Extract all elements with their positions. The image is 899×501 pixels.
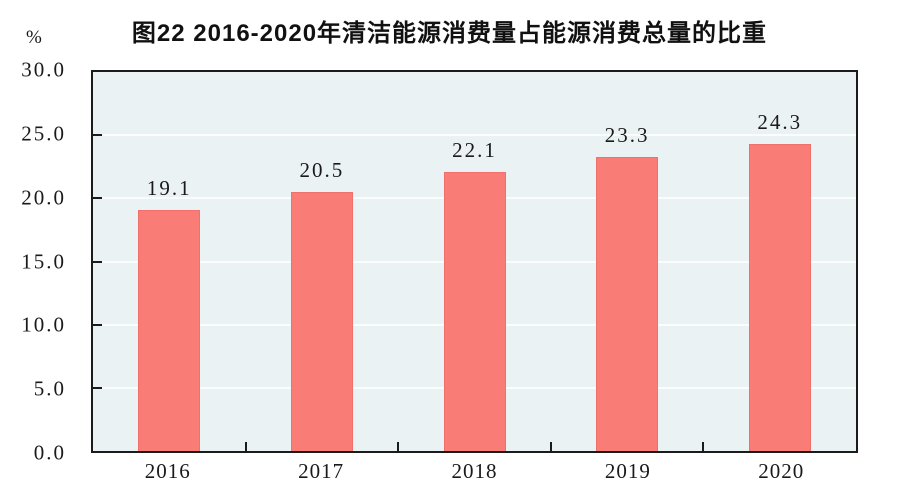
y-axis-tick-mark <box>93 197 102 200</box>
bar-2018 <box>443 171 506 451</box>
y-axis-tick-mark <box>93 386 102 389</box>
x-tick-label-2016: 2016 <box>144 459 191 483</box>
y-axis-tick-mark <box>93 323 102 326</box>
bar-2020 <box>748 144 811 451</box>
x-axis-tick-mark <box>244 442 247 451</box>
chart-title: 图22 2016-2020年清洁能源消费量占能源消费总量的比重 <box>131 20 768 47</box>
bar-2019 <box>596 156 659 451</box>
y-tick-label: 25.0 <box>21 121 66 146</box>
y-tick-label: 15.0 <box>21 249 66 273</box>
x-tick-label-2017: 2017 <box>298 459 345 483</box>
x-tick-label-2018: 2018 <box>451 459 498 483</box>
bar-2016 <box>138 209 201 451</box>
y-axis-tick-mark <box>93 134 102 137</box>
x-tick-label-2020: 2020 <box>758 459 805 483</box>
gridline <box>93 134 856 137</box>
y-tick-label: 10.0 <box>21 312 66 337</box>
y-axis-tick-labels: 0.0 5.0 10.0 15.0 20.0 25.0 30.0 <box>0 58 66 465</box>
y-axis-tick-mark <box>93 260 102 263</box>
x-axis-tick-mark <box>702 442 705 451</box>
x-tick-label-2019: 2019 <box>604 459 651 483</box>
y-tick-label: 20.0 <box>21 185 66 210</box>
x-axis-tick-mark <box>549 442 552 451</box>
bar-value-label: 23.3 <box>604 122 650 147</box>
bar-value-label: 20.5 <box>299 158 345 183</box>
x-axis-tick-mark <box>397 442 400 451</box>
y-tick-label: 0.0 <box>33 440 66 465</box>
bar-value-label: 19.1 <box>146 175 192 200</box>
bar-2017 <box>290 192 353 451</box>
plot-area: 19.1 20.5 22.1 23.3 24.3 <box>91 70 858 453</box>
y-axis-unit-label: % <box>26 27 42 48</box>
bar-value-label: 22.1 <box>452 137 497 162</box>
y-tick-label: 5.0 <box>33 376 66 401</box>
x-axis-tick-labels: 2016 2017 2018 2019 2020 <box>91 459 858 489</box>
y-tick-label: 30.0 <box>21 57 66 82</box>
bar-value-label: 24.3 <box>757 110 803 135</box>
